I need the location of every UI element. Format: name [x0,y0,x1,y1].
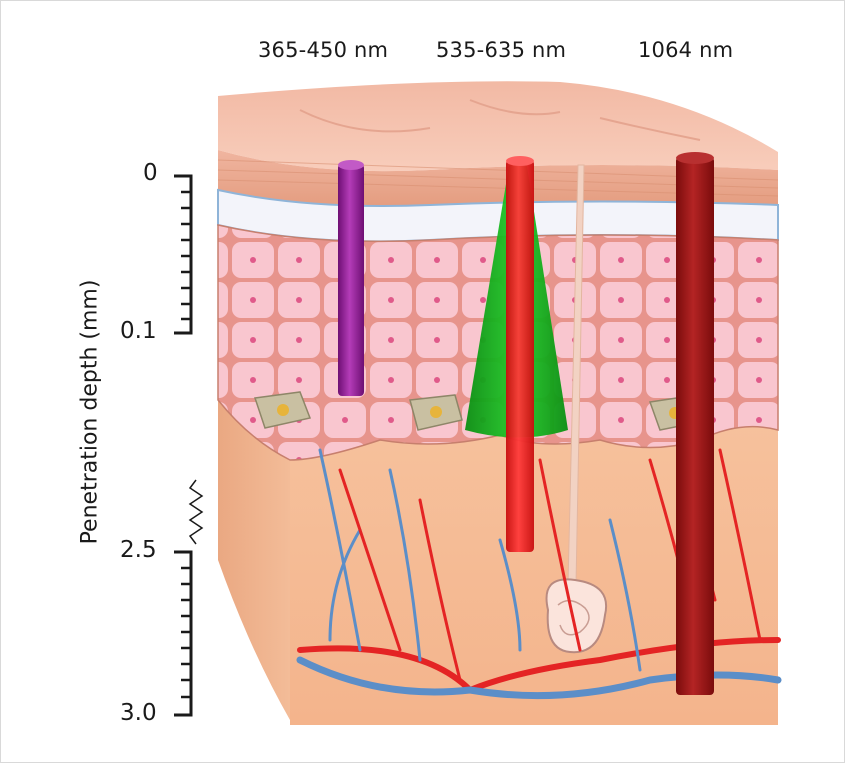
skin-surface-top [218,81,778,172]
depth-tick-2-5: 2.5 [120,537,157,563]
beam-red-top [506,156,534,166]
sebaceous-gland [545,578,608,654]
wavelength-label-violet: 365-450 nm [258,38,389,62]
axis-break-zigzag [188,479,204,545]
beam-violet-365-450nm [338,164,364,396]
depth-tick-3-0: 3.0 [120,700,157,726]
depth-tick-0: 0 [143,160,158,186]
wavelength-label-green-red: 535-635 nm [436,38,567,62]
depth-axis [174,174,204,717]
skin-surface-wrinkles [299,99,701,141]
beam-darkred-1064nm [676,157,714,695]
axis-title: Penetration depth (mm) [77,279,103,545]
beam-red-535-635nm [506,160,534,552]
beam-violet-top [338,160,364,170]
beam-darkred-top [676,152,714,164]
depth-tick-0-1: 0.1 [120,318,157,344]
wavelength-label-1064: 1064 nm [638,38,734,62]
